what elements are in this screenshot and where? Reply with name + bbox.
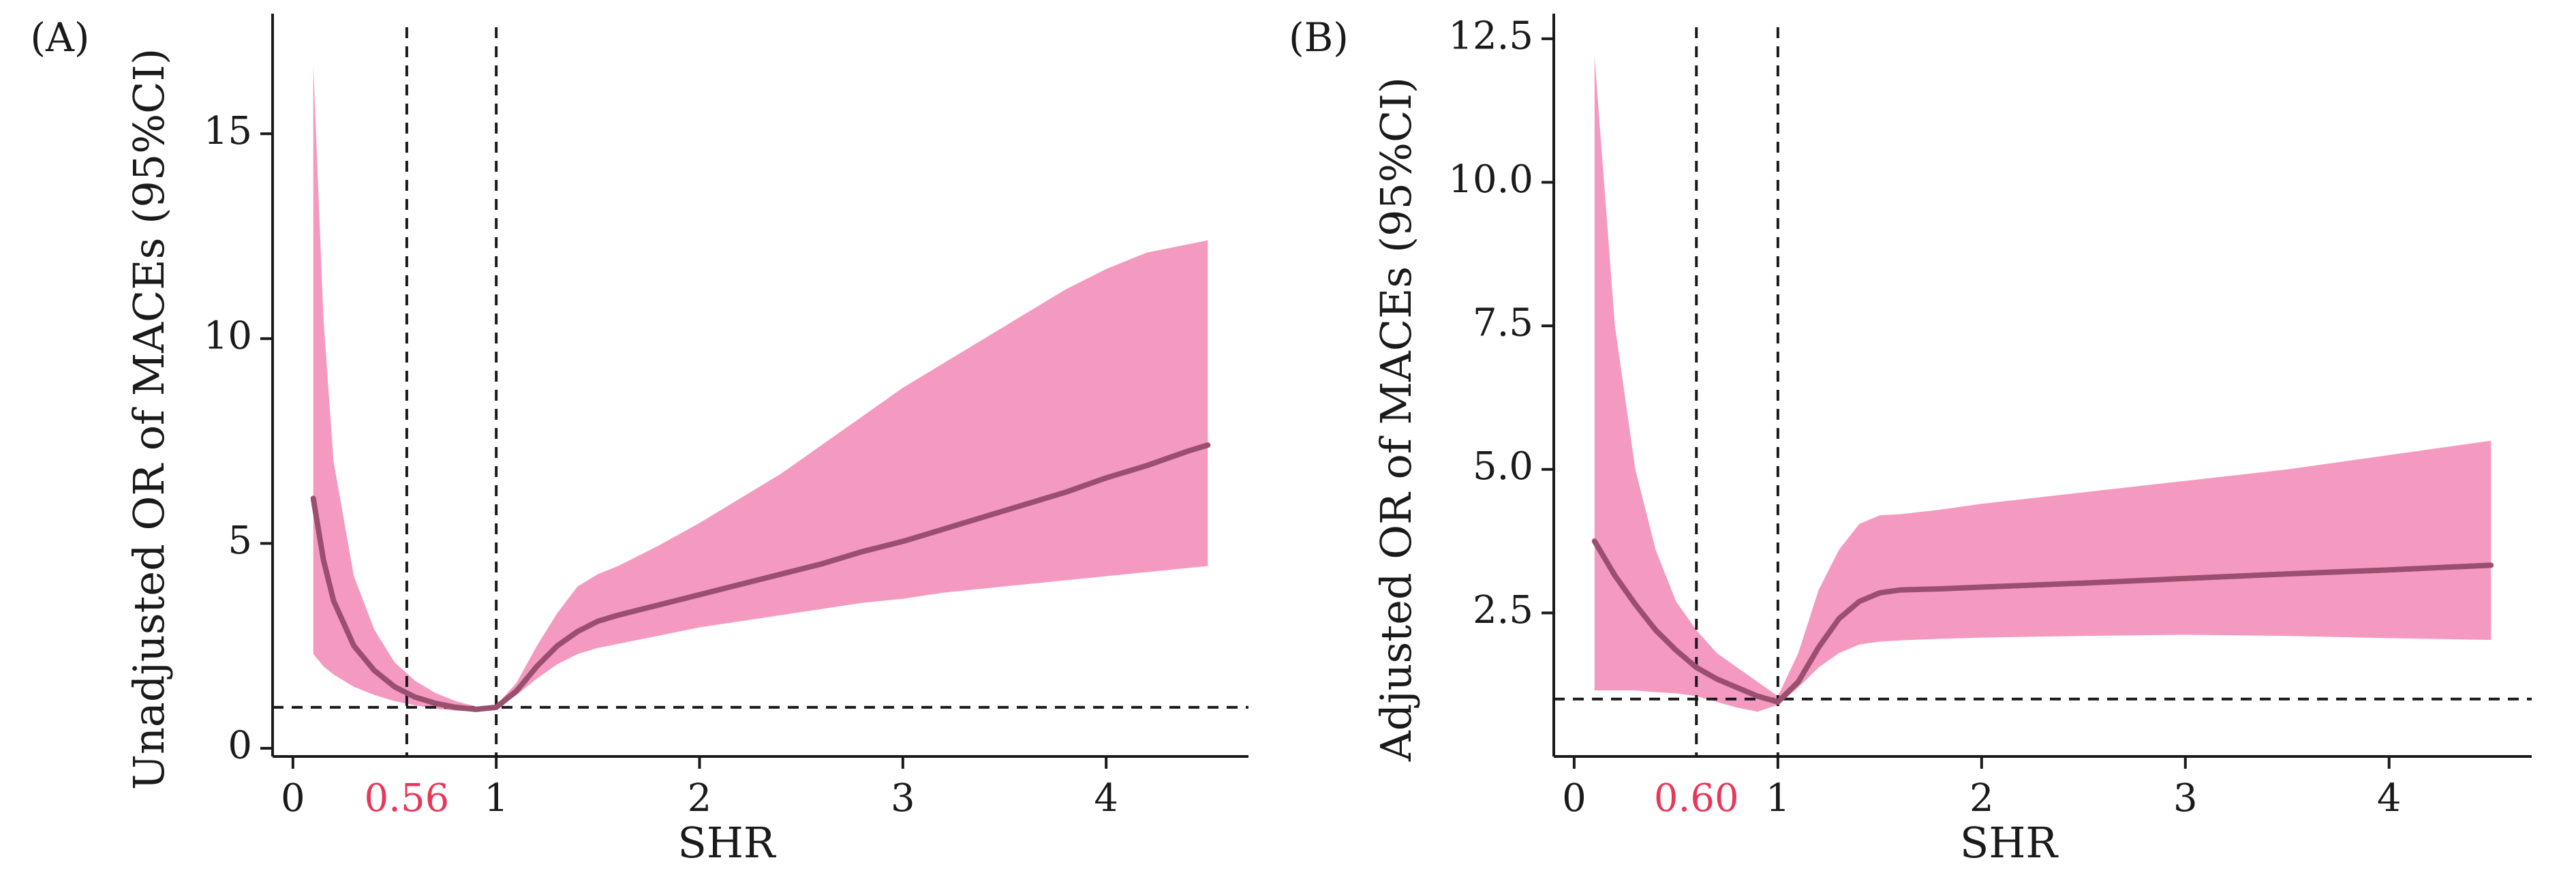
x-tick-label: 1 [484,776,508,821]
x-tick-label: 3 [891,776,915,821]
y-tick-label: 15 [204,109,252,153]
y-tick-label: 5 [228,519,252,563]
y-tick-label: 12.5 [1448,14,1533,58]
x-tick-label: 0 [1562,776,1586,821]
y-tick-label: 2.5 [1473,588,1533,632]
x-tick-label: 2 [688,776,712,821]
y-tick-label: 10.0 [1448,157,1533,202]
threshold-value-label: 0.60 [1654,776,1739,821]
x-tick-label: 1 [1766,776,1790,821]
y-tick-label: 0 [228,723,252,767]
x-axis-title: SHR [1960,818,2059,868]
or-curve [1591,538,2494,705]
y-tick-label: 10 [204,313,252,358]
confidence-band [1594,56,2491,712]
y-tick-label: 5.0 [1473,444,1533,489]
panel-label: (A) [30,14,89,61]
chart-panel-b: (B) 0 1 2 3 4 2.5 5.0 7.5 10.0 12.5 0.60 SHR Adjusted… [1289,14,2532,868]
y-axis-title: Unadjusted OR of MACEs (95%CI) [124,48,174,791]
confidence-band [313,64,1208,711]
x-tick-label: 4 [2377,776,2402,821]
y-axis-title: Adjusted OR of MACEs (95%CI) [1371,77,1421,762]
y-tick-label: 7.5 [1473,301,1533,346]
chart-panel-a: (A) 0 1 2 3 4 0 5 10 15 0.56 SHR Unadjusted OR of MA… [30,14,1248,868]
x-axis-title: SHR [677,818,777,868]
x-tick-label: 3 [2173,776,2198,821]
x-tick-label: 0 [281,776,305,821]
panel-label: (B) [1289,14,1349,61]
or-curve [310,442,1211,712]
x-tick-label: 4 [1094,776,1118,821]
x-tick-label: 2 [1969,776,1994,821]
threshold-value-label: 0.56 [365,776,450,821]
